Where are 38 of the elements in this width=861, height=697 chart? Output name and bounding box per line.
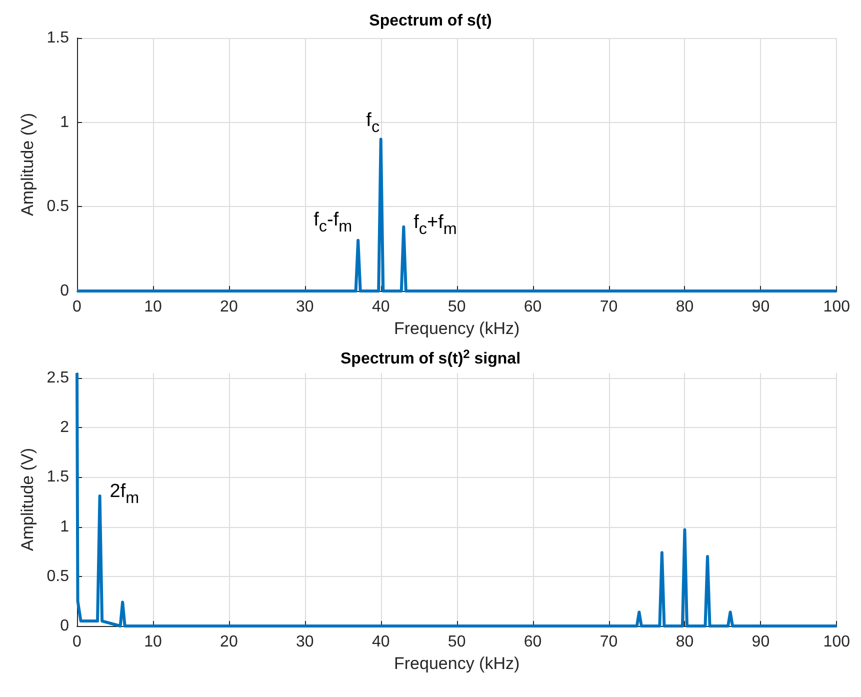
x-tick-label: 0: [72, 634, 82, 650]
x-tick-label: 50: [448, 634, 466, 650]
x-tick-label: 60: [524, 298, 542, 316]
x-tick-label: 70: [600, 298, 618, 316]
x-tick-label: 80: [676, 298, 694, 316]
y-tick-label: 1.5: [46, 30, 70, 46]
x-tick-label: 0: [72, 298, 82, 316]
y-tick-label: 0: [60, 618, 70, 634]
y-tick-label: 0.5: [46, 198, 70, 216]
y-tick-label: 1.5: [46, 468, 70, 486]
x-tick-label: 10: [144, 634, 162, 650]
x-tick-label: 40: [372, 634, 390, 650]
line-series: [76, 372, 838, 628]
x-tick-label: 20: [220, 298, 238, 316]
x-tick-label: 20: [220, 634, 238, 650]
y-tick-label: 0.5: [46, 568, 70, 585]
x-tick-label: 90: [752, 634, 770, 650]
x-tick-label: 10: [144, 298, 162, 316]
x-tick-label: 60: [524, 634, 542, 650]
y-tick-label: 2: [60, 419, 70, 436]
x-tick-label: 70: [600, 634, 618, 650]
x-tick-label: 100: [823, 298, 850, 316]
x-tick-label: 30: [296, 634, 314, 650]
x-tick-label: 80: [676, 634, 694, 650]
y-tick-label: 1: [60, 114, 70, 131]
x-tick-label: 90: [752, 298, 770, 316]
x-tick-label: 40: [372, 298, 390, 316]
y-axis-title: Amplitude (V): [18, 448, 37, 551]
x-axis-title: Frequency (kHz): [394, 654, 520, 673]
chart-title: Spectrum of s(t): [369, 12, 492, 30]
x-tick-label: 50: [448, 298, 466, 316]
y-axis-title: Amplitude (V): [18, 113, 37, 216]
x-tick-label: 30: [296, 298, 314, 316]
x-tick-label: 100: [823, 634, 850, 650]
y-tick-label: 1: [60, 518, 70, 536]
y-tick-label: 0: [60, 282, 70, 300]
y-tick-label: 2.5: [46, 369, 70, 386]
x-axis-title: Frequency (kHz): [394, 318, 520, 338]
